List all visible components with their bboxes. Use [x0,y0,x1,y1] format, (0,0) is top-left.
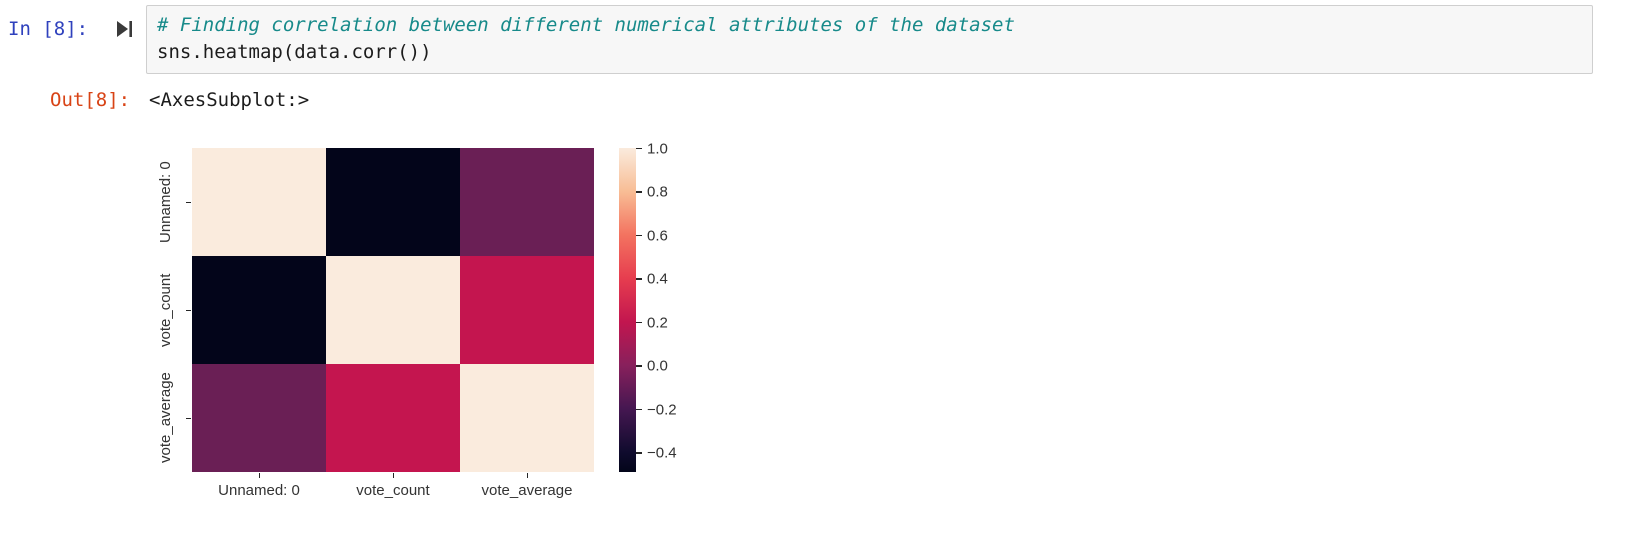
output-prompt: Out[8]: [50,89,131,111]
x-axis-tick [259,473,261,478]
colorbar-tick [636,234,642,237]
heatmap-cell [460,256,594,364]
colorbar-tick-label: 0.6 [647,227,668,245]
input-prompt: In [8]: [8,18,89,40]
heatmap-cell [326,256,460,364]
colorbar-tick-label: 0.0 [647,357,668,375]
colorbar-tick-label: 0.4 [647,270,668,288]
x-axis-tick-label: vote_count [356,482,430,499]
colorbar-tick [636,452,642,454]
heatmap-cell [326,148,460,256]
colorbar-tick [636,148,642,150]
y-axis-tick-label: vote_count [157,273,174,347]
colorbar-tick-label: 0.8 [647,183,668,201]
colorbar-tick-label: 0.2 [647,314,668,332]
colorbar-tick [636,321,642,324]
colorbar [619,148,636,472]
colorbar-tick [636,365,642,367]
code-cell[interactable]: # Finding correlation between different … [146,5,1593,74]
x-axis-tick [393,473,395,478]
heatmap-cell [460,148,594,256]
heatmap-cell [192,364,326,472]
colorbar-tick-label: −0.4 [647,444,677,462]
code-line: sns.heatmap(data.corr()) [157,41,432,63]
y-axis-tick-label: vote_average [157,372,174,464]
colorbar-tick [636,408,642,411]
heatmap-cell [192,256,326,364]
colorbar-tick [636,191,642,193]
x-axis-tick [527,473,529,478]
colorbar-tick-label: 1.0 [647,140,668,158]
heatmap-cell [326,364,460,472]
heatmap-grid [192,148,594,472]
y-axis-tick [186,310,191,312]
y-axis-tick [186,202,191,204]
colorbar-tick-label: −0.2 [647,401,677,419]
y-axis-tick-label: Unnamed: 0 [157,161,174,243]
code-comment-line: # Finding correlation between different … [157,14,1015,36]
heatmap-cell [460,364,594,472]
run-cell-icon[interactable] [116,19,134,39]
output-text: <AxesSubplot:> [149,89,310,111]
x-axis-tick-label: Unnamed: 0 [218,482,300,499]
play-step-icon [117,21,132,37]
x-axis-tick-label: vote_average [481,482,573,499]
colorbar-tick [636,278,642,280]
y-axis-tick [186,418,191,420]
heatmap-cell [192,148,326,256]
